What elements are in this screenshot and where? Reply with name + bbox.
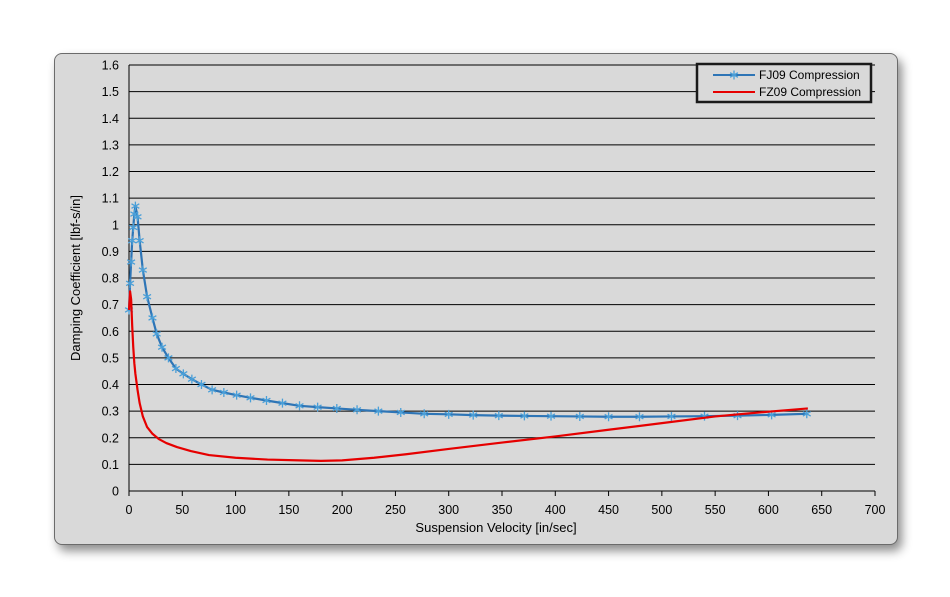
series-0	[124, 201, 812, 422]
data-point	[171, 364, 181, 374]
legend-marker	[729, 70, 739, 80]
x-tick-label: 350	[492, 503, 513, 517]
data-point	[219, 387, 229, 397]
data-point	[546, 411, 556, 421]
x-tick-label: 450	[598, 503, 619, 517]
x-tick-label: 500	[651, 503, 672, 517]
y-tick-label: 0.4	[102, 378, 119, 392]
x-tick-label: 100	[225, 503, 246, 517]
data-point	[133, 212, 142, 222]
data-point	[520, 411, 529, 421]
data-point	[138, 265, 148, 275]
data-point	[313, 402, 322, 412]
data-point	[157, 342, 167, 352]
gridlines	[129, 64, 875, 492]
y-tick-label: 0	[112, 485, 119, 499]
data-point	[635, 412, 644, 422]
damping-chart: 0 0.1 0.2 0.3 0.4 0.5 0.6 0.7 0.8 0.9 1 1.1 1.2 1.3 1.…	[68, 59, 886, 536]
data-point	[295, 401, 304, 411]
data-point	[246, 393, 255, 403]
data-point	[469, 410, 478, 420]
y-tick-label: 0.8	[102, 272, 119, 286]
y-axis-title: Damping Coefficient [lbf-s/in]	[68, 195, 83, 361]
y-tick-label: 1.1	[102, 192, 119, 206]
y-tick-label: 0.2	[102, 431, 119, 445]
data-point	[152, 329, 161, 339]
x-tick-label: 300	[438, 503, 459, 517]
data-point	[197, 380, 206, 389]
y-tick-label: 1	[112, 218, 119, 232]
x-tick-label: 400	[545, 503, 566, 517]
data-point	[494, 411, 504, 421]
y-tick-label: 1.2	[102, 165, 119, 179]
data-point	[142, 292, 152, 302]
chart-frame: 0 0.1 0.2 0.3 0.4 0.5 0.6 0.7 0.8 0.9 1 1.1 1.2 1.3 1.…	[54, 53, 898, 545]
legend-label: FJ09 Compression	[759, 68, 860, 82]
data-point	[187, 374, 197, 384]
data-point	[129, 222, 138, 232]
series-layer	[124, 201, 812, 463]
y-tick-label: 1.4	[102, 112, 119, 126]
legend-box	[695, 62, 873, 104]
legend-label: FZ09 Compression	[759, 85, 861, 99]
data-point	[232, 390, 241, 400]
x-tick-label: 600	[758, 503, 779, 517]
legend: FJ09 Compression FZ09 Compression	[695, 62, 873, 104]
x-tick-label: 0	[126, 503, 133, 517]
y-tick-label: 0.1	[102, 458, 119, 472]
y-tick-label: 0.9	[102, 245, 119, 259]
data-point	[575, 411, 585, 421]
data-point	[604, 412, 613, 422]
data-point	[374, 406, 383, 416]
x-axis-title: Suspension Velocity [in/sec]	[415, 520, 576, 535]
axes: 0 0.1 0.2 0.3 0.4 0.5 0.6 0.7 0.8 0.9 1 1.1 1.2 1.3 1.…	[102, 59, 886, 518]
y-tick-label: 0.3	[102, 405, 119, 419]
y-tick-label: 0.6	[102, 325, 119, 339]
data-point	[332, 403, 342, 413]
data-point	[127, 236, 137, 246]
data-point	[207, 385, 217, 395]
y-tick-label: 1.5	[102, 85, 119, 99]
x-tick-label: 550	[705, 503, 726, 517]
x-tick-label: 50	[175, 503, 189, 517]
data-point	[135, 236, 144, 246]
data-point	[396, 407, 405, 417]
data-point	[131, 201, 140, 211]
data-point	[126, 257, 136, 267]
x-tick-label: 150	[278, 503, 299, 517]
y-tick-label: 0.7	[102, 298, 119, 312]
x-tick-label: 650	[811, 503, 832, 517]
x-tick-label: 250	[385, 503, 406, 517]
data-point	[802, 409, 812, 419]
series-1	[127, 290, 808, 463]
data-point	[278, 398, 287, 408]
data-point	[419, 409, 429, 419]
series-line	[127, 290, 808, 463]
x-tick-label: 200	[332, 503, 353, 517]
data-point	[164, 353, 173, 363]
data-point	[352, 405, 362, 415]
y-tick-label: 0.5	[102, 351, 119, 365]
data-point	[125, 278, 135, 288]
data-point	[262, 395, 271, 405]
legend-entries: FJ09 Compression FZ09 Compression	[713, 68, 861, 99]
data-point	[179, 369, 188, 379]
y-tick-label: 1.3	[102, 138, 119, 152]
data-point	[148, 313, 157, 323]
data-point	[667, 411, 676, 421]
x-tick-label: 700	[865, 503, 886, 517]
data-point	[444, 409, 453, 419]
y-tick-label: 1.6	[102, 59, 119, 73]
